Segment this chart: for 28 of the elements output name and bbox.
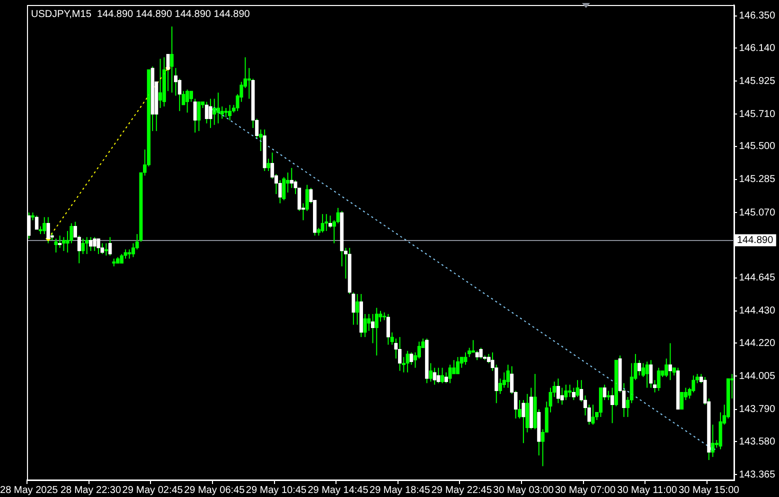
- y-tick-label: 145.925: [739, 76, 776, 87]
- x-tick-label: 28 May 22:30: [60, 484, 122, 496]
- x-tick-label: 30 May 03:00: [493, 484, 554, 496]
- x-tick-label: 28 May 2025: [0, 484, 58, 496]
- y-tick-label: 143.365: [739, 469, 776, 480]
- x-tick-label: 29 May 06:45: [184, 484, 246, 496]
- x-tick-label: 29 May 18:45: [370, 484, 431, 496]
- y-tick-label: 145.710: [739, 108, 776, 120]
- y-tick-label: 144.430: [739, 306, 776, 317]
- y-tick-label: 145.070: [739, 207, 776, 218]
- y-tick-label: 146.350: [739, 10, 776, 22]
- y-tick-label: 145.500: [739, 141, 776, 152]
- y-tick-label: 143.790: [739, 404, 776, 416]
- y-tick-label: 145.285: [739, 174, 776, 186]
- x-tick-label: 29 May 02:45: [122, 484, 184, 496]
- x-tick-label: 30 May 07:00: [554, 484, 616, 496]
- chart-title: USDJPY,M15 144.890 144.890 144.890 144.890: [30, 8, 250, 20]
- y-tick-label: 144.645: [739, 272, 776, 284]
- ref-line-label: 144.890: [737, 234, 774, 246]
- y-tick-label: 146.140: [739, 42, 776, 54]
- x-tick-label: 30 May 15:00: [678, 484, 740, 496]
- y-tick-label: 144.005: [739, 370, 776, 382]
- x-tick-label: 29 May 10:45: [246, 484, 307, 496]
- y-tick-label: 143.580: [739, 436, 776, 448]
- x-tick-label: 29 May 22:45: [431, 484, 492, 496]
- y-tick-label: 144.220: [739, 338, 776, 349]
- x-tick-label: 29 May 14:45: [308, 484, 369, 496]
- x-tick-label: 30 May 11:00: [617, 484, 678, 496]
